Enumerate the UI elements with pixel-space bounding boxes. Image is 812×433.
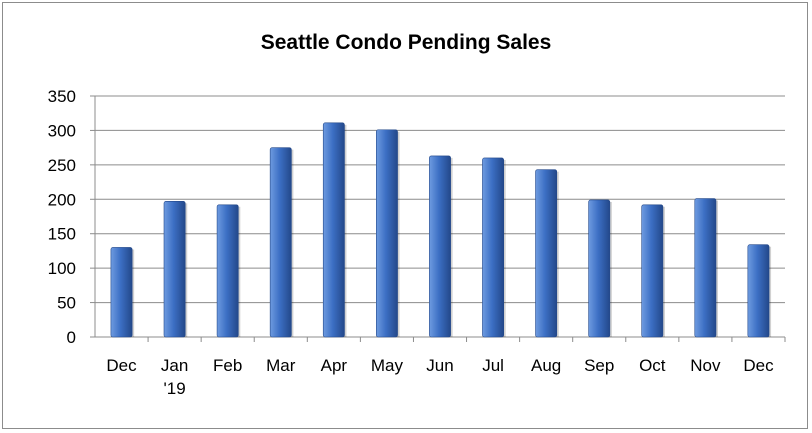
bar (376, 129, 398, 338)
y-tick-label: 300 (48, 121, 76, 140)
bar (482, 157, 504, 338)
x-tick-label: Oct (639, 356, 666, 375)
bar (535, 169, 558, 338)
y-tick-label: 50 (57, 294, 76, 313)
y-tick-label: 350 (48, 87, 76, 106)
chart-title: Seattle Condo Pending Sales (260, 31, 552, 54)
x-tick-label: Feb (213, 356, 242, 375)
x-tick-label: Sep (584, 356, 614, 375)
bar (588, 199, 611, 338)
x-tick-label: May (371, 356, 404, 375)
bar (269, 147, 292, 338)
y-tick-label: 0 (67, 328, 76, 347)
bar (163, 201, 186, 338)
x-tick-label: Jun (426, 356, 453, 375)
bar (747, 244, 770, 338)
bar (694, 198, 717, 338)
bars (110, 122, 772, 338)
x-tick-label: '19 (164, 379, 186, 398)
x-tick-label: Mar (266, 356, 296, 375)
x-tick-label: Apr (321, 356, 348, 375)
x-tick-label: Dec (743, 356, 774, 375)
y-tick-label: 250 (48, 156, 76, 175)
bar (110, 247, 133, 338)
bar (429, 155, 451, 338)
x-tick-labels: Dec Jan '19 Feb Mar Apr May Jun Jul Aug Sep Oct Nov D… (106, 356, 774, 398)
y-tick-labels: 0 50 100 150 200 250 300 350 (48, 87, 76, 347)
x-tick-label: Dec (106, 356, 137, 375)
bar (322, 122, 345, 338)
bar (216, 204, 239, 338)
y-tick-label: 200 (48, 190, 76, 209)
bar (641, 204, 664, 338)
x-tick-label: Nov (690, 356, 721, 375)
x-tick-label: Aug (531, 356, 561, 375)
y-tick-label: 150 (48, 225, 76, 244)
chart-frame (2, 2, 808, 429)
x-tick-label: Jan (161, 356, 188, 375)
y-tick-label: 100 (48, 259, 76, 278)
x-tick-label: Jul (482, 356, 504, 375)
